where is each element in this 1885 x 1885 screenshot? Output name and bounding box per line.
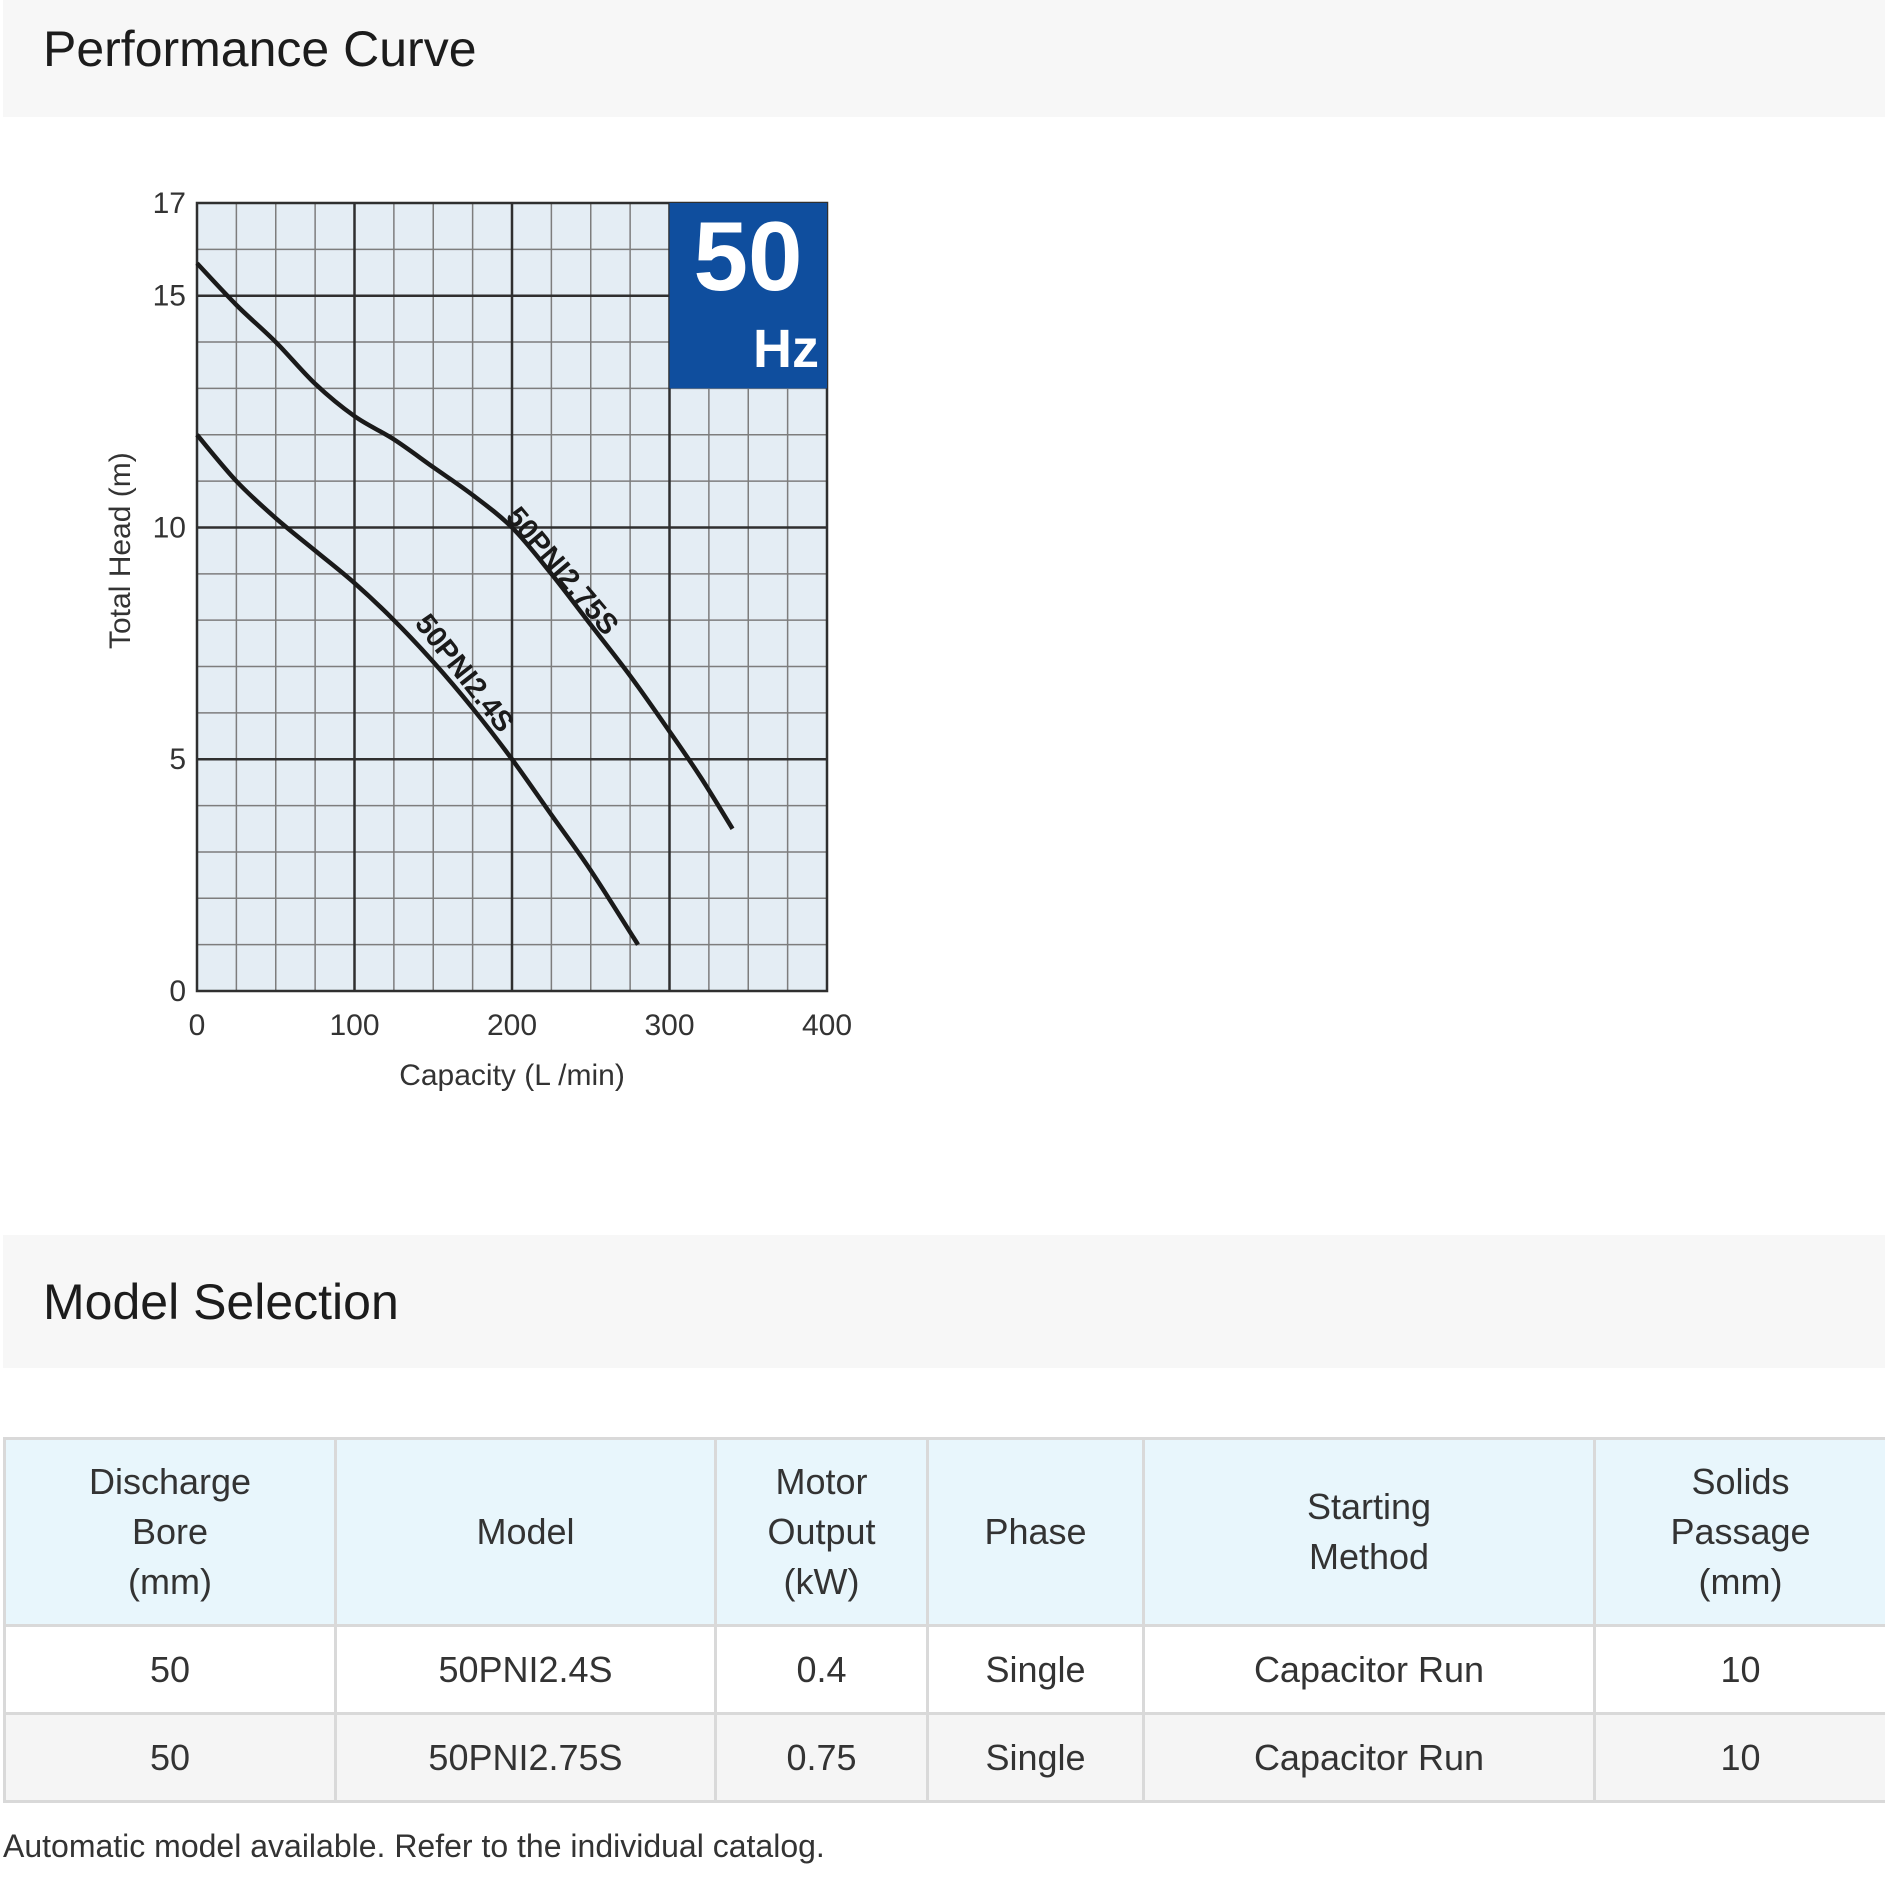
table-cell: 0.4 — [714, 1624, 929, 1715]
table-cell: 50PNI2.4S — [334, 1624, 717, 1715]
table-cell: 50 — [3, 1624, 337, 1715]
column-header-line: Discharge — [88, 1461, 252, 1502]
column-header-line: Model — [476, 1511, 575, 1552]
badge-frequency-value: 50 — [693, 201, 802, 311]
column-header-line: Bore — [131, 1511, 209, 1552]
column-header-line: Passage — [1670, 1511, 1811, 1552]
model-selection-header: Model Selection — [3, 1235, 1885, 1368]
y-tick-label: 0 — [169, 975, 186, 1008]
section-title: Performance Curve — [43, 21, 477, 77]
table-cell: Capacitor Run — [1142, 1624, 1596, 1715]
badge-frequency-unit: Hz — [753, 319, 819, 379]
table-cell: 0.75 — [714, 1712, 929, 1803]
table-cell: Capacitor Run — [1142, 1712, 1596, 1803]
plot-frame — [195, 201, 829, 993]
performance-curve-header: Performance Curve — [3, 0, 1885, 117]
x-tick-label: 200 — [487, 1009, 537, 1042]
table-row: 50 50PNI2.75S 0.75 Single Capacitor Run 10 — [3, 1712, 1885, 1803]
column-header: Starting Method — [1142, 1437, 1596, 1627]
column-header: Solids Passage (mm) — [1593, 1437, 1885, 1627]
column-header-line: Output — [767, 1511, 876, 1552]
table-cell: 10 — [1593, 1712, 1885, 1803]
model-table: Discharge Bore (mm) Model Motor Output (kW) Pha… — [3, 1437, 1885, 1803]
column-header: Discharge Bore (mm) — [3, 1437, 337, 1627]
column-header-line: Motor — [775, 1461, 868, 1502]
table-header-row: Discharge Bore (mm) Model Motor Output (kW) Pha… — [3, 1437, 1885, 1627]
y-tick-label: 5 — [169, 743, 186, 776]
column-header-line: (kW) — [783, 1561, 860, 1602]
performance-chart: 50 Hz 0 100 200 300 400 0 5 10 15 17 Capacity (L /mi… — [104, 187, 852, 1092]
table-cell: Single — [926, 1624, 1145, 1715]
series-line — [195, 433, 640, 946]
x-axis-label: Capacity (L /min) — [399, 1059, 625, 1092]
column-header-line: Phase — [984, 1511, 1087, 1552]
footnote: Automatic model available. Refer to the … — [3, 1828, 825, 1864]
column-header-line: (mm) — [128, 1561, 212, 1602]
y-axis-label: Total Head (m) — [104, 452, 137, 649]
table-cell: Single — [926, 1712, 1145, 1803]
x-tick-label: 300 — [644, 1009, 694, 1042]
x-tick-label: 100 — [329, 1009, 379, 1042]
section-title: Model Selection — [43, 1274, 399, 1330]
column-header-line: (mm) — [1698, 1561, 1783, 1602]
column-header-line: Method — [1308, 1536, 1430, 1577]
table-row: 50 50PNI2.4S 0.4 Single Capacitor Run 10 — [3, 1624, 1885, 1715]
column-header: Model — [334, 1437, 717, 1627]
frequency-badge — [669, 203, 827, 389]
series-line — [195, 261, 735, 830]
y-tick-label: 10 — [153, 511, 186, 544]
table-cell: 10 — [1593, 1624, 1885, 1715]
x-tick-label: 0 — [189, 1009, 206, 1042]
table-cell: 50 — [3, 1712, 337, 1803]
x-tick-label: 400 — [802, 1009, 852, 1042]
y-tick-label: 15 — [153, 280, 186, 313]
table-cell: 50PNI2.75S — [334, 1712, 717, 1803]
y-tick-label: 17 — [153, 187, 186, 220]
column-header: Phase — [926, 1437, 1145, 1627]
column-header-line: Starting — [1306, 1486, 1432, 1527]
column-header-line: Solids — [1691, 1461, 1790, 1502]
column-header: Motor Output (kW) — [714, 1437, 929, 1627]
